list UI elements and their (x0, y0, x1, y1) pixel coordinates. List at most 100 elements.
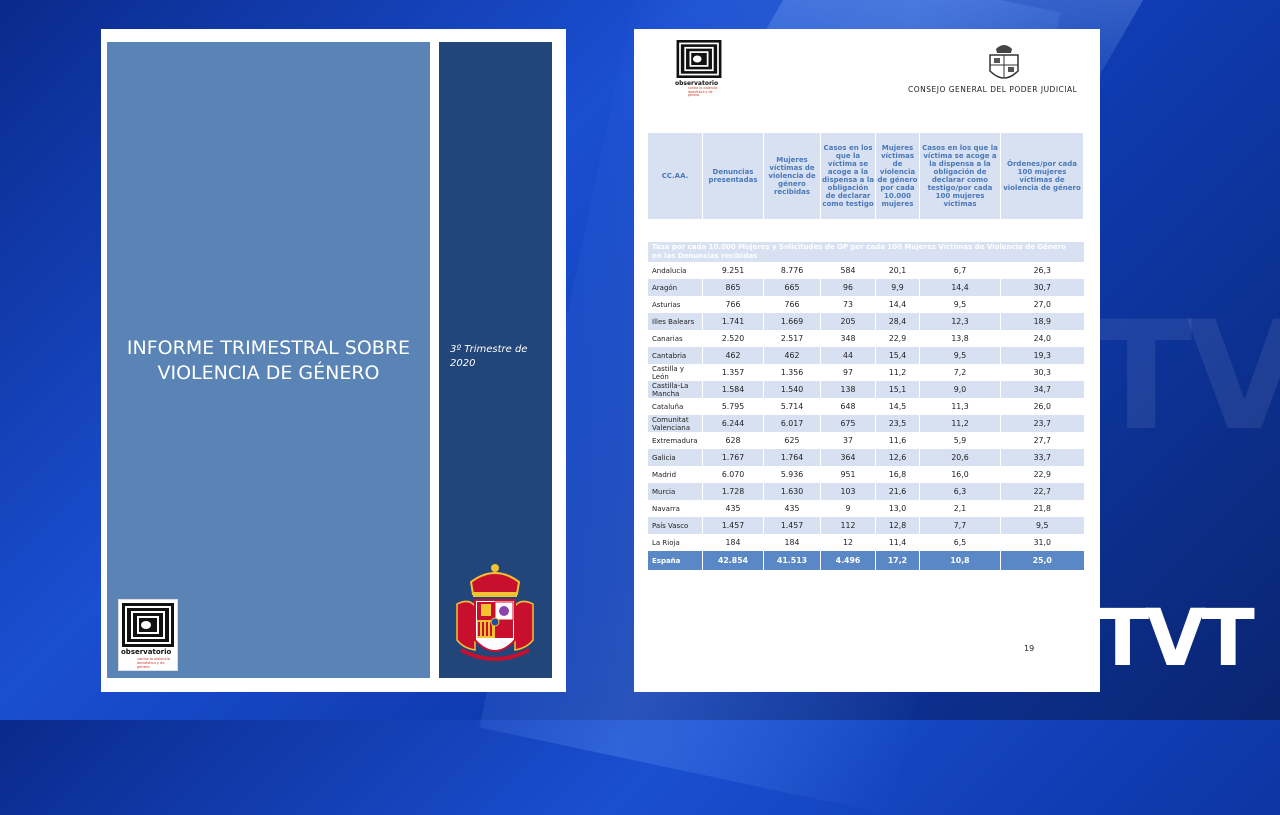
column-header: Mujeres víctimas de violencia de género … (875, 132, 920, 220)
observatorio-word: observatorio (121, 648, 172, 656)
value-cell: 1.540 (763, 381, 821, 398)
total-value-cell: 25,0 (1000, 551, 1084, 570)
value-cell: 766 (763, 296, 821, 313)
value-cell: 6.017 (763, 415, 821, 432)
table-row: Cantabria 462 462 44 15,4 9,5 19,3 (647, 347, 1084, 364)
value-cell: 103 (820, 483, 876, 500)
table-row: Asturias 766 766 73 14,4 9,5 27,0 (647, 296, 1084, 313)
column-header: Casos en los que la víctima se acoge a l… (820, 132, 876, 220)
observatorio-mark-icon (676, 40, 722, 78)
value-cell: 675 (820, 415, 876, 432)
value-cell: 12 (820, 534, 876, 551)
value-cell: 21,8 (1000, 500, 1084, 517)
value-cell: 9,5 (919, 296, 1001, 313)
value-cell: 7,2 (919, 364, 1001, 381)
value-cell: 462 (763, 347, 821, 364)
region-cell: Galicia (647, 449, 703, 466)
value-cell: 5.936 (763, 466, 821, 483)
table-row: Comunitat Valenciana 6.244 6.017 675 23,5 11,… (647, 415, 1084, 432)
value-cell: 27,7 (1000, 432, 1084, 449)
value-cell: 5,9 (919, 432, 1001, 449)
value-cell: 8.776 (763, 262, 821, 279)
total-value-cell: 10,8 (919, 551, 1001, 570)
region-cell: Extremadura (647, 432, 703, 449)
value-cell: 26,3 (1000, 262, 1084, 279)
page-number: 19 (1024, 644, 1035, 653)
value-cell: 18,9 (1000, 313, 1084, 330)
column-header: Denuncias presentadas (702, 132, 764, 220)
value-cell: 31,0 (1000, 534, 1084, 551)
value-cell: 1.741 (702, 313, 764, 330)
table-row: Canarias 2.520 2.517 348 22,9 13,8 24,0 (647, 330, 1084, 347)
table-row: Galicia 1.767 1.764 364 12,6 20,6 33,7 (647, 449, 1084, 466)
value-cell: 205 (820, 313, 876, 330)
value-cell: 9,5 (919, 347, 1001, 364)
crest-icon (456, 564, 534, 661)
value-cell: 9.251 (702, 262, 764, 279)
value-cell: 584 (820, 262, 876, 279)
table-row: Castilla-La Mancha 1.584 1.540 138 15,1 9,0 34… (647, 381, 1084, 398)
region-cell: Cantabria (647, 347, 703, 364)
table-total-row: España 42.854 41.513 4.496 17,2 10,8 25,0 (647, 551, 1084, 570)
value-cell: 1.669 (763, 313, 821, 330)
region-cell: Murcia (647, 483, 703, 500)
value-cell: 19,3 (1000, 347, 1084, 364)
value-cell: 648 (820, 398, 876, 415)
cover-main-panel: INFORME TRIMESTRAL SOBRE VIOLENCIA DE GÉ… (107, 42, 430, 678)
value-cell: 24,0 (1000, 330, 1084, 347)
value-cell: 112 (820, 517, 876, 534)
region-cell: Aragón (647, 279, 703, 296)
tvt-logo: TVT (1096, 594, 1255, 684)
value-cell: 11,2 (919, 415, 1001, 432)
value-cell: 1.457 (702, 517, 764, 534)
value-cell: 22,9 (875, 330, 920, 347)
table-row: Murcia 1.728 1.630 103 21,6 6,3 22,7 (647, 483, 1084, 500)
value-cell: 865 (702, 279, 764, 296)
value-cell: 11,4 (875, 534, 920, 551)
value-cell: 1.357 (702, 364, 764, 381)
value-cell: 5.714 (763, 398, 821, 415)
value-cell: 1.356 (763, 364, 821, 381)
table-row: Madrid 6.070 5.936 951 16,8 16,0 22,9 (647, 466, 1084, 483)
table-row: Aragón 865 665 96 9,9 14,4 30,7 (647, 279, 1084, 296)
region-cell: País Vasco (647, 517, 703, 534)
value-cell: 348 (820, 330, 876, 347)
data-table: Mujeres Víctimas de Violencia de Género … (647, 132, 1084, 570)
value-cell: 11,3 (919, 398, 1001, 415)
table-row: Extremadura 628 625 37 11,6 5,9 27,7 (647, 432, 1084, 449)
value-cell: 6,3 (919, 483, 1001, 500)
value-cell: 9,5 (1000, 517, 1084, 534)
region-cell: Comunitat Valenciana (647, 415, 703, 432)
value-cell: 37 (820, 432, 876, 449)
value-cell: 26,0 (1000, 398, 1084, 415)
value-cell: 7,7 (919, 517, 1001, 534)
value-cell: 22,7 (1000, 483, 1084, 500)
value-cell: 21,6 (875, 483, 920, 500)
value-cell: 11,2 (875, 364, 920, 381)
value-cell: 1.584 (702, 381, 764, 398)
total-value-cell: 4.496 (820, 551, 876, 570)
region-cell: Asturias (647, 296, 703, 313)
table-subtitle: Tasa por cada 10.000 Mujeres y Solicitud… (647, 241, 1084, 262)
total-value-cell: 42.854 (702, 551, 764, 570)
table-header-row: CC.AA. Denuncias presentadas Mujeres vícti… (647, 132, 1084, 220)
total-label-cell: España (647, 551, 703, 570)
tvt-watermark: TVT (1090, 290, 1280, 464)
value-cell: 23,5 (875, 415, 920, 432)
cover-subtitle: 3º Trimestre de 2020 (450, 344, 528, 369)
value-cell: 30,3 (1000, 364, 1084, 381)
table-row: Castilla y León 1.357 1.356 97 11,2 7,2 30,3 (647, 364, 1084, 381)
value-cell: 9 (820, 500, 876, 517)
value-cell: 15,4 (875, 347, 920, 364)
value-cell: 13,0 (875, 500, 920, 517)
table-row: Cataluña 5.795 5.714 648 14,5 11,3 26,0 (647, 398, 1084, 415)
value-cell: 14,4 (919, 279, 1001, 296)
value-cell: 1.767 (702, 449, 764, 466)
value-cell: 9,9 (875, 279, 920, 296)
column-header: Casos en los que la víctima se acoge a l… (919, 132, 1001, 220)
header-organization: CONSEJO GENERAL DEL PODER JUDICIAL (908, 85, 1078, 94)
region-cell: Castilla y León (647, 364, 703, 381)
total-value-cell: 41.513 (763, 551, 821, 570)
observatorio-logo-small: observatorio contra la violencia domésti… (674, 38, 724, 100)
table-row: Navarra 435 435 9 13,0 2,1 21,8 (647, 500, 1084, 517)
